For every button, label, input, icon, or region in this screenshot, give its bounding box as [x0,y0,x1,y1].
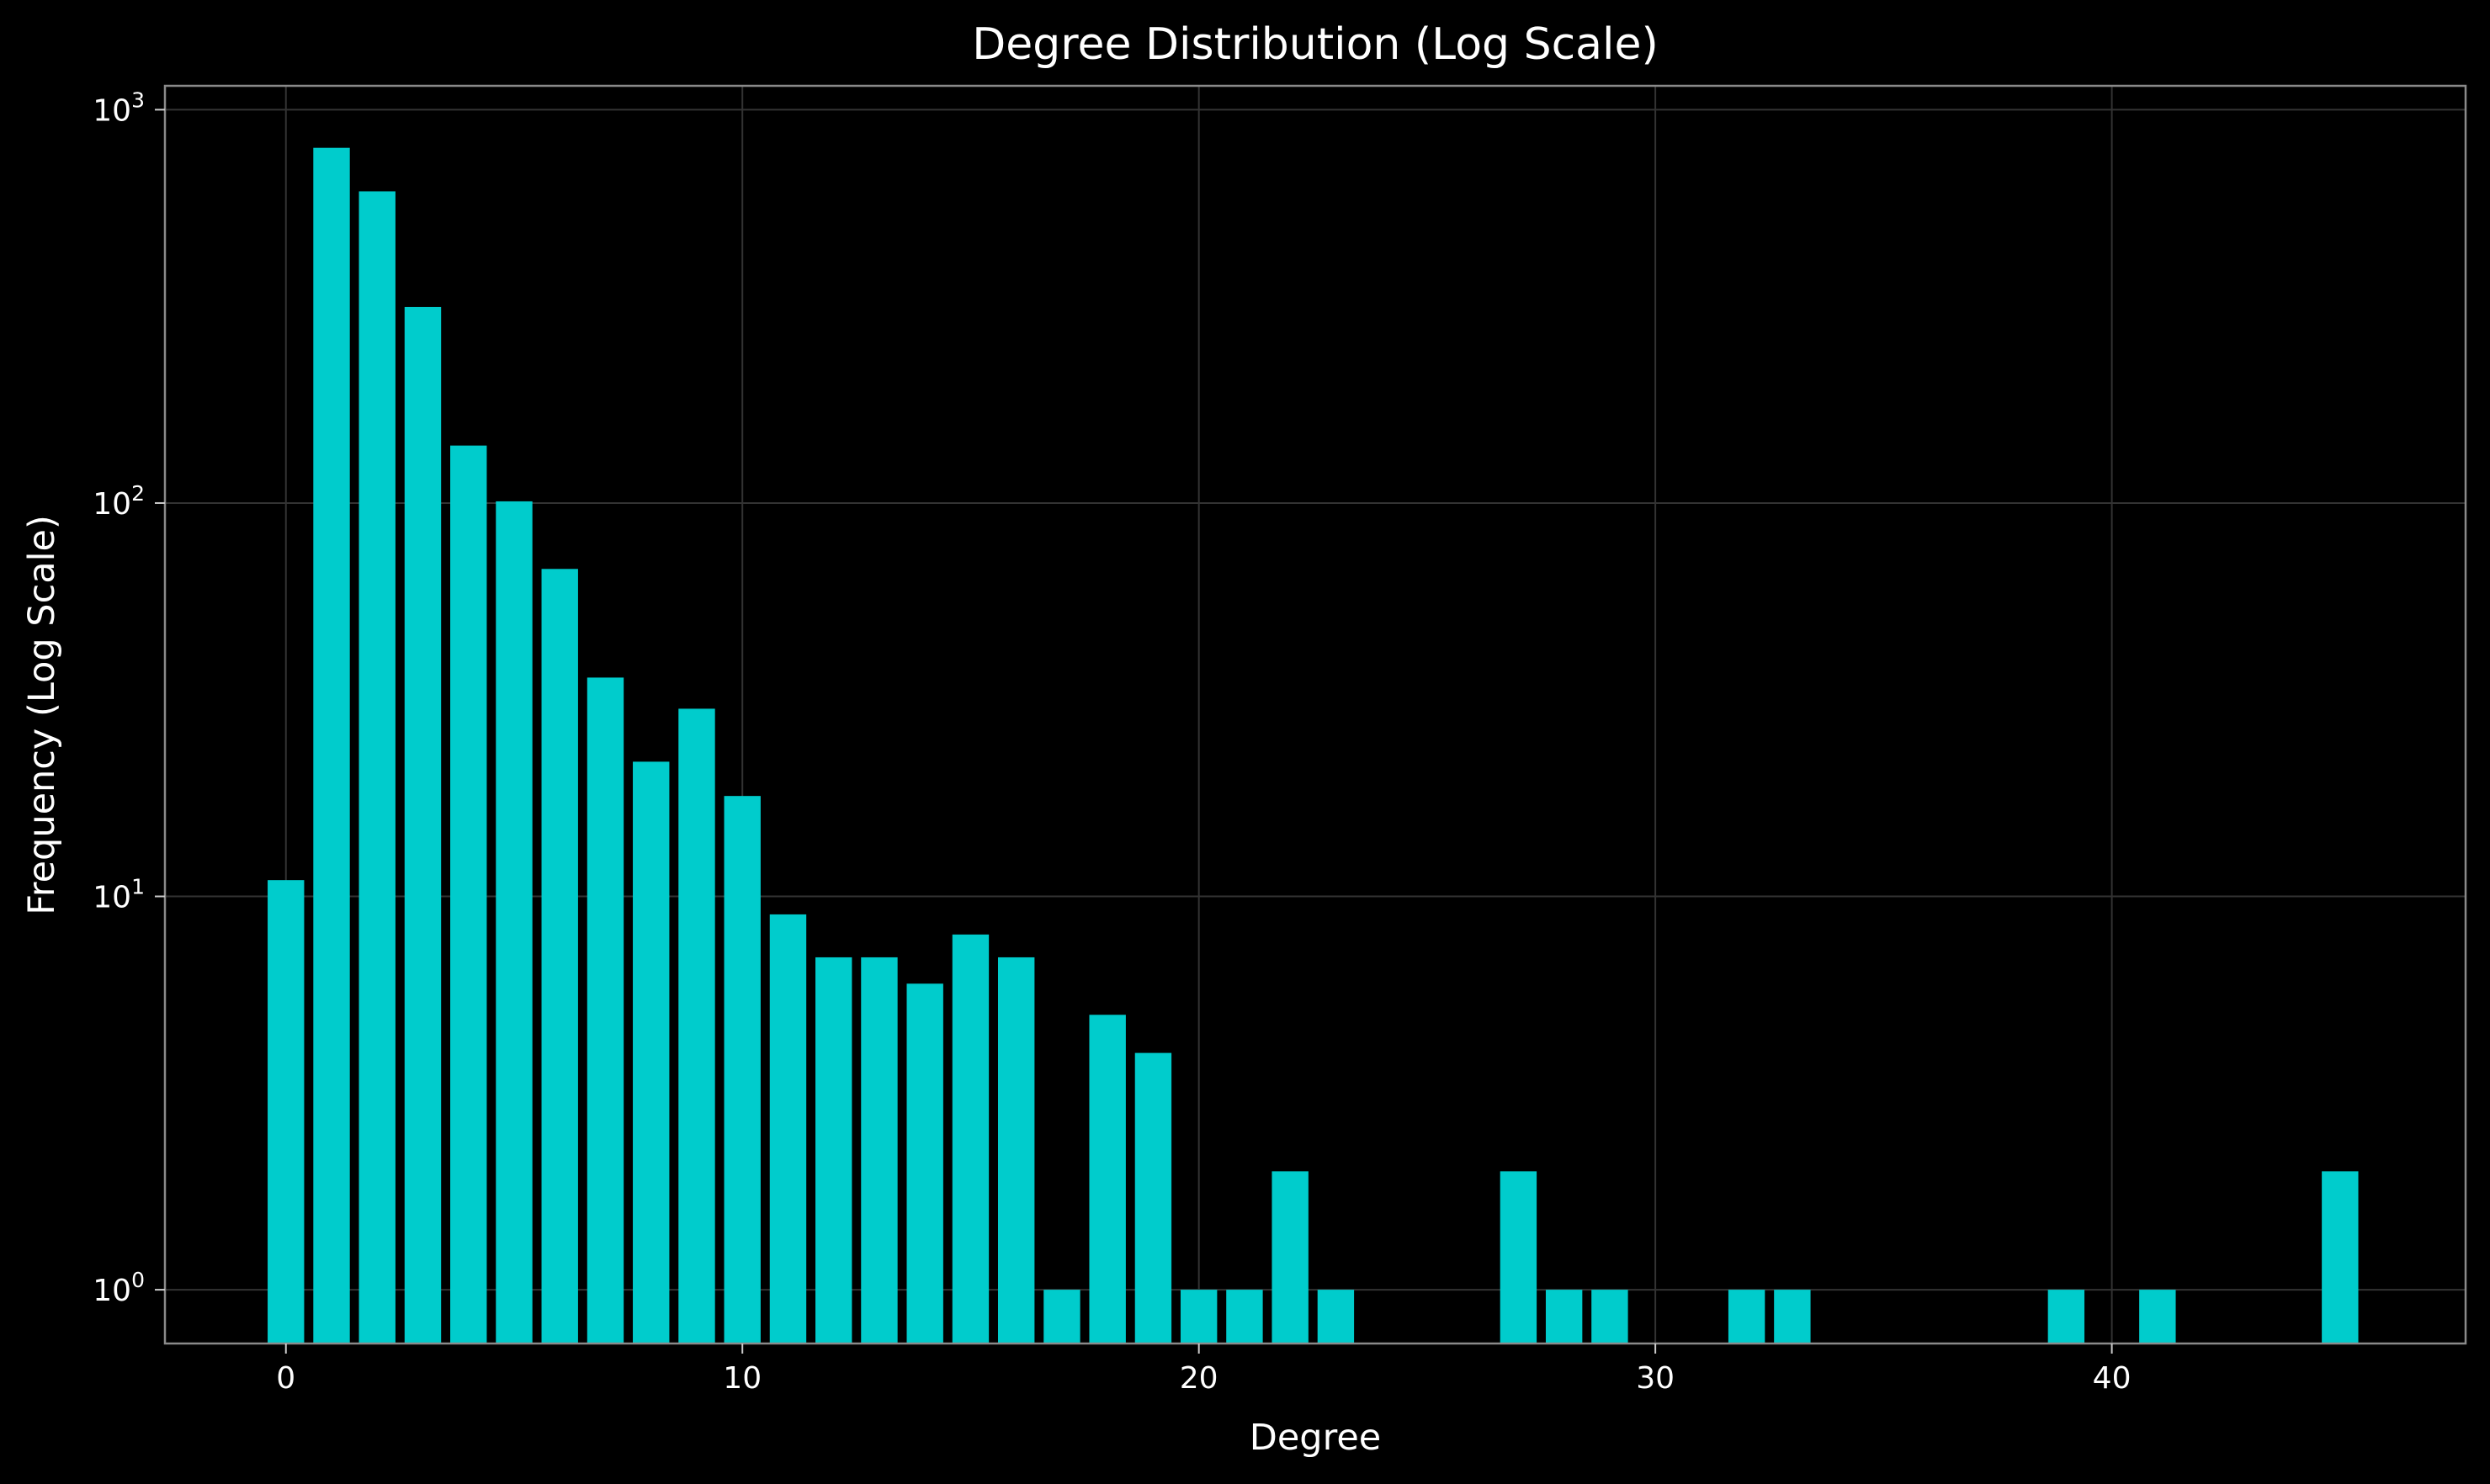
bar-degree-12 [815,957,852,1344]
bar-degree-23 [1317,1290,1355,1344]
y-tick-exponent: 3 [131,87,145,112]
bar-degree-28 [1545,1290,1583,1344]
x-tick-label: 0 [276,1361,295,1396]
bar-degree-2 [358,191,396,1344]
chart-title: Degree Distribution (Log Scale) [972,19,1659,70]
bar-degree-7 [587,677,624,1344]
bar-degree-14 [906,983,943,1344]
plot-frame [163,84,2467,1345]
bar-degree-22 [1272,1171,1309,1344]
y-tick-label: 103 [93,87,145,128]
x-axis-label: Degree [1250,1417,1382,1459]
y-tick-base: 10 [93,881,131,915]
bar-degree-15 [952,934,990,1344]
y-tick-exponent: 2 [131,481,145,506]
bar-degree-3 [404,306,442,1344]
y-tick-label: 102 [93,481,145,522]
x-tick-label: 40 [2093,1361,2132,1396]
bar-degree-21 [1226,1290,1263,1344]
y-axis-label: Frequency (Log Scale) [21,515,63,915]
bar-degree-45 [2322,1171,2359,1344]
y-tick-label: 100 [93,1268,145,1308]
bar-degree-1 [313,147,350,1344]
bar-degree-6 [541,569,578,1344]
y-tick-exponent: 0 [131,1268,145,1292]
y-tick-base: 10 [93,93,131,128]
y-tick-exponent: 1 [131,875,145,899]
bar-degree-20 [1180,1290,1218,1344]
bar-degree-13 [861,957,898,1344]
bar-degree-19 [1134,1052,1172,1344]
bar-degree-0 [268,880,305,1344]
bar-degree-10 [724,796,761,1344]
bar-degree-27 [1500,1171,1537,1344]
bar-degree-39 [2047,1290,2085,1344]
bar-degree-5 [496,501,533,1344]
bar-degree-4 [450,445,487,1344]
y-tick-base: 10 [93,1274,131,1308]
y-tick-label: 101 [93,875,145,915]
bar-degree-16 [997,957,1035,1344]
bar-degree-11 [769,914,807,1344]
bar-degree-9 [678,708,715,1344]
x-tick-label: 30 [1636,1361,1675,1396]
bar-degree-33 [1774,1290,1811,1344]
bar-degree-32 [1728,1290,1765,1344]
bar-degree-8 [633,761,670,1344]
bar-degree-18 [1089,1015,1126,1344]
bar-degree-41 [2139,1290,2176,1344]
x-axis-ticks: 0 10 20 30 40 [276,1344,2131,1396]
bars [268,147,2359,1344]
x-tick-label: 20 [1180,1361,1218,1396]
bar-degree-17 [1043,1290,1080,1344]
bar-degree-29 [1591,1290,1628,1344]
x-tick-label: 10 [723,1361,762,1396]
y-tick-base: 10 [93,487,131,522]
